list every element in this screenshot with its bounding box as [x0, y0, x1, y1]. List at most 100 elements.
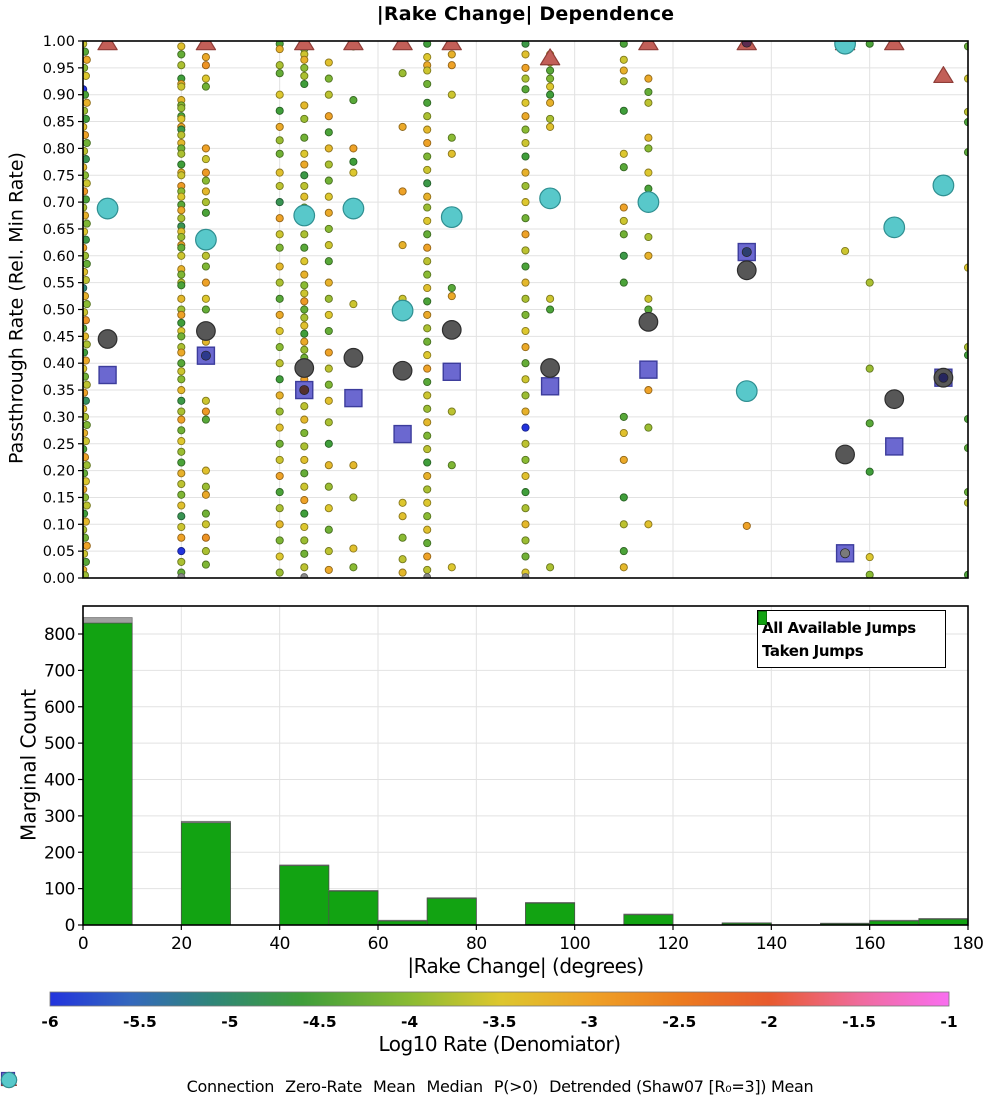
scatter-dot	[521, 50, 530, 59]
overlap-dot	[200, 350, 211, 361]
scatter-dot	[300, 281, 309, 290]
scatter-dot	[300, 114, 309, 123]
scatter-dot	[177, 458, 186, 467]
scatter-dot	[521, 455, 530, 464]
scatter-dot	[865, 278, 874, 287]
scatter-dot	[963, 343, 968, 352]
median-marker	[540, 377, 560, 396]
scatter-dot	[275, 294, 284, 303]
scatter-dot	[423, 539, 432, 548]
scatter-dot	[275, 243, 284, 252]
scatter-dot	[619, 66, 628, 75]
scatter-dot	[447, 133, 456, 142]
scatter-dot	[619, 216, 628, 225]
scatter-dot	[300, 522, 309, 532]
scatter-dot	[83, 219, 91, 228]
scatter-dot	[349, 96, 358, 105]
scatter-dot	[83, 292, 90, 301]
scatter-dot	[423, 552, 432, 561]
scatter-dot	[963, 488, 968, 497]
hist-ytick-label: 300	[44, 807, 75, 827]
scatter-dot	[300, 192, 309, 201]
hist-xtick-label: 120	[658, 934, 689, 954]
scatter-dot	[349, 144, 358, 153]
scatter-dot	[83, 227, 89, 236]
scatter-dot	[300, 101, 309, 110]
scatter-dot	[177, 501, 186, 510]
scatter-dot	[963, 107, 968, 116]
bar-taken	[180, 822, 231, 925]
scatter-dot	[865, 467, 874, 476]
scatter-dot	[177, 251, 186, 260]
scatter-dot	[177, 61, 186, 70]
scatter-dot	[275, 106, 284, 115]
scatter-dot	[423, 257, 432, 266]
hist-ytick-label: 400	[44, 771, 75, 791]
scatter-dot	[177, 114, 186, 123]
colorbar-tick-label: -2	[761, 1013, 778, 1031]
scatter-dot	[324, 380, 333, 389]
scatter-dot	[201, 407, 210, 416]
hist-ytick-label: 500	[44, 734, 75, 754]
scatter-dot	[275, 568, 284, 577]
scatter-dot	[963, 148, 968, 157]
scatter-dot	[324, 176, 333, 185]
scatter-dot	[423, 297, 432, 306]
p-gt-0-marker	[933, 66, 954, 84]
mean-marker	[196, 321, 216, 341]
scatter-dot	[83, 477, 90, 486]
scatter-dot	[201, 208, 210, 217]
median-marker	[442, 362, 461, 381]
scatter-dot	[865, 419, 874, 428]
scatter-ytick-label: 0.40	[43, 356, 75, 372]
scatter-dot	[324, 160, 333, 169]
median-marker	[393, 424, 412, 444]
scatter-dot	[423, 565, 432, 574]
scatter-dot	[83, 211, 90, 220]
scatter-dot	[201, 490, 210, 499]
scatter-dot	[546, 305, 555, 314]
scatter-dot	[324, 90, 333, 99]
scatter-dot	[275, 471, 284, 481]
scatter-dot	[300, 345, 309, 354]
scatter-dot	[546, 90, 555, 99]
scatter-dot	[177, 359, 186, 368]
scatter-dot	[275, 122, 284, 131]
scatter-dot	[521, 520, 530, 529]
detrended-marker	[834, 41, 856, 55]
scatter-dot	[300, 415, 309, 424]
scatter-ytick-label: 0.15	[43, 490, 75, 506]
scatter-dot	[619, 455, 628, 464]
scatter-dot	[324, 504, 333, 513]
scatter-dot	[83, 501, 91, 510]
hist-xtick-label: 60	[368, 934, 389, 954]
scatter-dot	[177, 214, 186, 223]
scatter-dot	[447, 61, 456, 70]
scatter-dot	[177, 522, 186, 532]
scatter-dot	[201, 262, 210, 271]
scatter-ytick-label: 1.00	[43, 34, 75, 50]
scatter-dot	[521, 152, 530, 161]
scatter-dot	[398, 241, 407, 250]
detrended-marker	[539, 187, 561, 210]
scatter-dot	[83, 533, 90, 542]
scatter-ytick-label: 0.30	[43, 410, 75, 426]
scatter-dot	[83, 557, 90, 566]
scatter-dot	[546, 74, 555, 83]
scatter-dots-group	[83, 41, 968, 578]
scatter-dot	[177, 130, 186, 140]
scatter-dot	[177, 192, 186, 201]
scatter-dot	[177, 426, 186, 435]
hist-ytick-label: 100	[44, 880, 75, 900]
scatter-dot	[83, 171, 90, 180]
scatter-dot	[423, 391, 432, 400]
scatter-dot	[201, 533, 210, 542]
scatter-dot	[177, 557, 186, 566]
scatter-dot	[644, 133, 653, 142]
bar-taken	[721, 922, 772, 925]
scatter-dot	[300, 321, 309, 330]
scatter-dot	[83, 469, 89, 478]
scatter-dot	[398, 568, 407, 577]
scatter-dot	[300, 243, 309, 252]
scatter-dot	[324, 547, 333, 556]
